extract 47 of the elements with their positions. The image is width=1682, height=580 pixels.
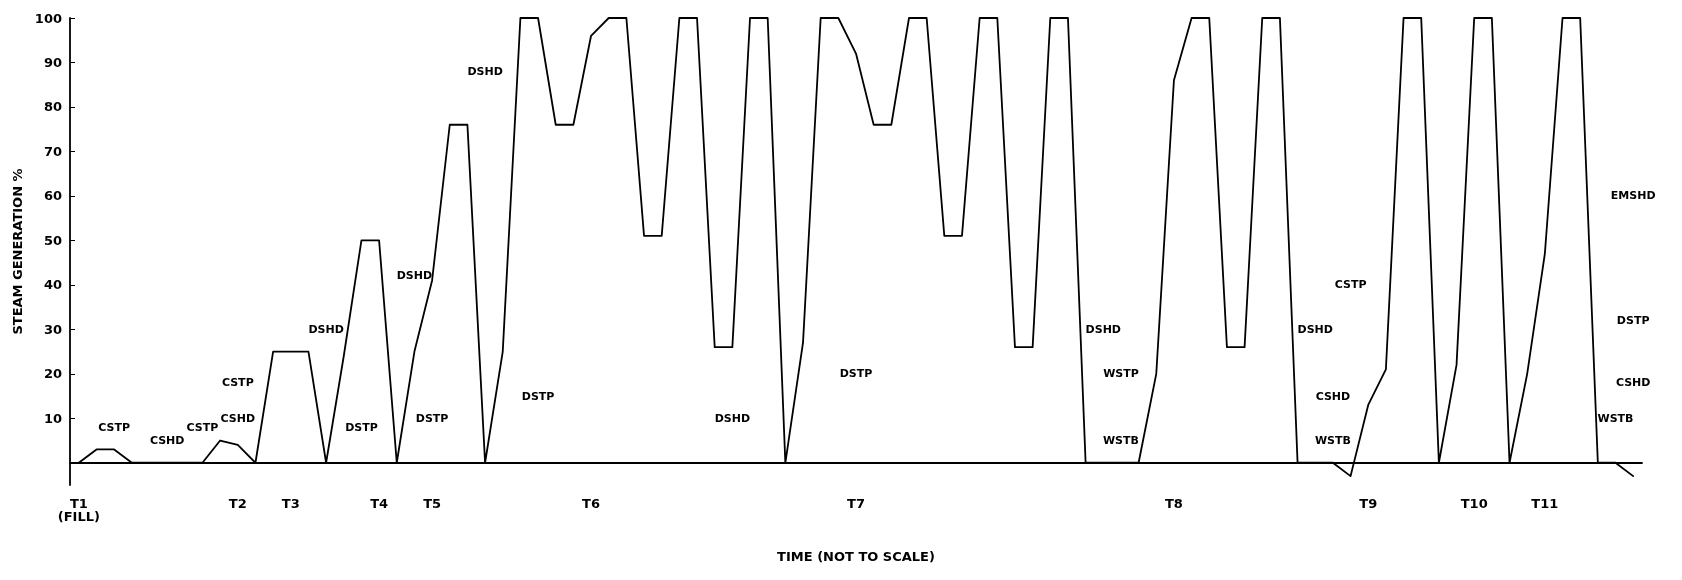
annotation: DSTP <box>521 389 555 403</box>
x-tick-label: T10 <box>1460 496 1488 511</box>
y-tick-label: 40 <box>43 277 62 293</box>
annotation: CSHD <box>1315 389 1351 403</box>
x-tick-label: T9 <box>1359 496 1378 511</box>
annotation: WSTB <box>1102 434 1139 448</box>
annotation: CSTP <box>221 376 254 390</box>
annotation: CSTP <box>98 420 131 434</box>
x-tick-label: T8 <box>1164 496 1183 511</box>
annotation: DSTP <box>1616 313 1650 327</box>
x-tick-label: T1 (FILL) <box>57 496 100 524</box>
y-tick-label: 70 <box>43 143 62 159</box>
x-tick-label: T4 <box>370 496 389 511</box>
annotation: WSTB <box>1597 411 1634 425</box>
annotation: DSHD <box>467 64 503 78</box>
x-tick-label: T2 <box>228 496 247 511</box>
y-tick-label: 10 <box>43 410 62 426</box>
x-tick-label: T11 <box>1531 496 1559 511</box>
y-tick-label: 100 <box>34 10 62 26</box>
x-tick-label: T3 <box>281 496 300 511</box>
annotation: CSTP <box>186 420 219 434</box>
y-tick-label: 80 <box>43 99 62 115</box>
annotation: DSHD <box>714 411 751 425</box>
x-axis-title: TIME (NOT TO SCALE) <box>777 549 935 564</box>
x-tick-label: T6 <box>582 496 601 511</box>
annotation: DSHD <box>396 269 433 283</box>
annotation: DSTP <box>415 411 449 425</box>
annotation: CSHD <box>149 434 185 448</box>
y-tick-label: 20 <box>43 366 62 382</box>
annotation: CSTP <box>1334 278 1367 292</box>
annotation: CSHD <box>220 411 256 425</box>
annotation: WSTP <box>1103 367 1139 381</box>
annotation: DSHD <box>308 322 344 336</box>
annotation: WSTB <box>1314 434 1351 448</box>
annotation: CSHD <box>1615 376 1651 390</box>
y-tick-label: 90 <box>43 54 62 70</box>
y-tick-label: 30 <box>43 321 62 337</box>
x-tick-label: T5 <box>423 496 442 511</box>
annotation: DSTP <box>839 367 873 381</box>
annotation: DSHD <box>1297 322 1333 336</box>
x-tick-label: T7 <box>847 496 865 511</box>
y-axis-title: STEAM GENERATION % <box>9 168 25 335</box>
y-tick-label: 50 <box>43 232 62 248</box>
y-tick-label: 60 <box>43 188 62 204</box>
annotation: DSHD <box>1085 322 1121 336</box>
annotation: DSTP <box>345 420 378 434</box>
annotation: EMSHD <box>1610 189 1656 203</box>
